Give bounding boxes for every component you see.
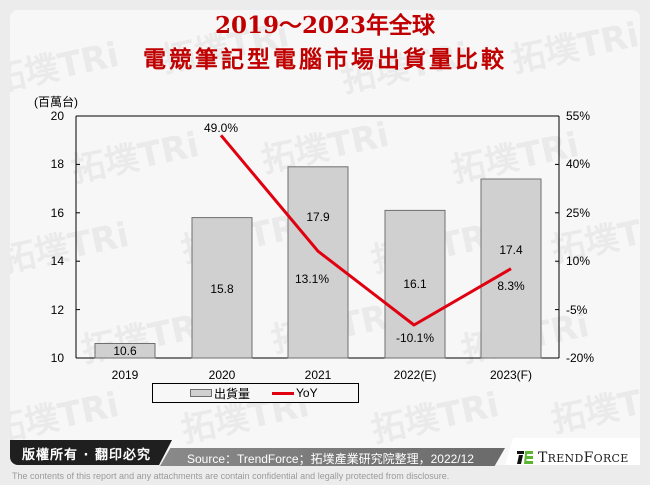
yoy-line: [219, 134, 512, 327]
y-tick-left: 12: [50, 303, 64, 317]
y-tick-right: 10%: [566, 254, 591, 268]
yoy-value-label: 8.3%: [497, 279, 525, 293]
y-tick-right: 40%: [566, 157, 591, 171]
x-tick-label: 2020: [208, 368, 236, 382]
y-tick-left: 18: [50, 157, 64, 171]
legend-label: 出貨量: [214, 386, 251, 401]
bar-value-label: 17.4: [499, 243, 523, 257]
source-banner: Source：TrendForce；拓墣產業研究院整理，2022/12: [160, 448, 505, 466]
bar-2021: [287, 166, 349, 359]
bar-2020: [191, 217, 253, 359]
bar-value-label: 15.8: [210, 282, 234, 296]
yoy-value-label: -10.1%: [395, 331, 435, 345]
trendforce-logo-icon: [517, 451, 533, 464]
legend-item-shipments: 出貨量: [190, 385, 250, 402]
x-tick-label: 2019: [111, 368, 139, 382]
bar-swatch-icon: [190, 389, 212, 397]
x-tick-label: 2023(F): [489, 368, 533, 382]
bar-value-label: 17.9: [306, 210, 330, 224]
source-text: Source：TrendForce；拓墣產業研究院整理，2022/12: [187, 452, 474, 466]
bar-2023F: [480, 178, 542, 359]
y-tick-left: 16: [50, 206, 64, 220]
line-swatch-icon: [272, 391, 295, 395]
chart-legend: 出貨量 YoY: [152, 383, 359, 403]
y-tick-right: -5%: [566, 303, 588, 317]
yoy-value-label: 13.1%: [294, 272, 330, 286]
y-axis-unit-label: (百萬台): [34, 95, 78, 109]
y-tick-right: 55%: [566, 109, 591, 123]
bar-2019: [94, 343, 156, 359]
bar-2022E: [384, 209, 446, 359]
y-tick-right: -20%: [566, 351, 595, 365]
y-tick-left: 20: [50, 109, 64, 123]
legend-label: YoY: [296, 386, 318, 400]
y-tick-left: 10: [50, 351, 64, 365]
chart-title-line1: 2019～2023年全球: [214, 12, 436, 39]
copyright-banner: 版權所有 · 翻印必究: [10, 440, 172, 465]
bar-value-label: 10.6: [113, 344, 137, 358]
legend-item-yoy: YoY: [272, 386, 318, 400]
y-tick-left: 14: [50, 254, 64, 268]
bar-value-label: 16.1: [403, 277, 427, 291]
yoy-value-label: 49.0%: [203, 121, 239, 135]
trendforce-logo-text: TRENDFORCE: [538, 450, 629, 466]
x-tick-label: 2021: [304, 368, 332, 382]
x-tick-label: 2022(E): [393, 368, 437, 382]
y-tick-right: 25%: [566, 206, 591, 220]
copyright-text: 版權所有 · 翻印必究: [22, 448, 151, 463]
disclaimer-text: The contents of this report and any atta…: [12, 471, 450, 481]
chart-title-line2: 電競筆記型電腦市場出貨量比較: [143, 46, 507, 73]
